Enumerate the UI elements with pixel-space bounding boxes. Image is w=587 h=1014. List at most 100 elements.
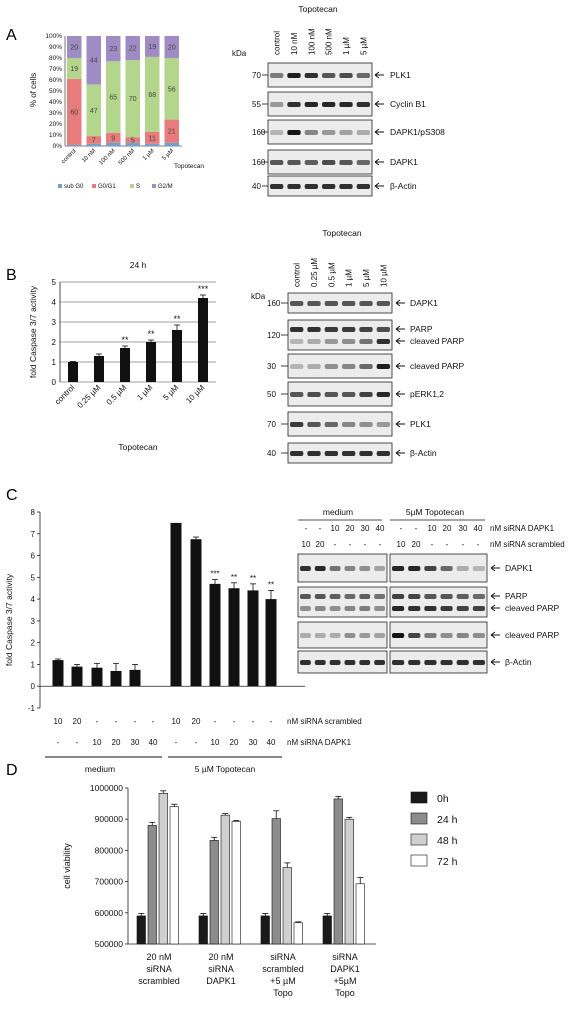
legend-label: 72 h [437, 856, 458, 868]
significance-mark: ** [268, 580, 274, 589]
category-label-line: Topo [335, 988, 355, 998]
legend-label: 48 h [437, 835, 458, 847]
blot-row-band [324, 422, 338, 427]
kda-marker: 55 [252, 100, 261, 109]
row-scrambled-value: 10 [172, 717, 181, 726]
bar [170, 522, 182, 687]
blot-row-band [322, 102, 336, 107]
blot-row-band [307, 301, 321, 306]
blot-row-band [329, 633, 341, 638]
y-tick-label: 10% [49, 132, 62, 139]
legend-swatch [130, 184, 134, 188]
blot-row-cleaved-band [344, 606, 356, 611]
row-dapk1-label: nM siRNA DAPK1 [287, 738, 352, 747]
row-scrambled-value: 10 [397, 540, 406, 549]
panel-a-western-blot: Topotecan kDa control 10 nM 100 nM 500 nM 1 µM… [232, 4, 445, 197]
kda-marker: 70 [252, 71, 261, 80]
category-label-line: +5 µM [270, 976, 295, 986]
y-tick-label: 5 [52, 278, 57, 287]
blot-row-band [359, 422, 373, 427]
row-scrambled-value: 20 [316, 540, 325, 549]
bar [158, 793, 168, 945]
protein-label: cleaved PARP [505, 630, 560, 640]
blot-row-band [300, 594, 311, 599]
bar-segment [125, 36, 140, 61]
blot-row-cleaved-band [359, 339, 373, 344]
bar-segment [145, 131, 160, 144]
legend-label: G2/M [158, 184, 173, 190]
significance-mark: ** [231, 573, 237, 582]
protein-label: DAPK1 [410, 298, 438, 308]
blot-strip [287, 411, 393, 437]
blot-row-band [304, 184, 318, 189]
kda-marker: 40 [252, 182, 261, 191]
blot-row-band [359, 566, 371, 571]
y-tick-label: 4 [52, 298, 57, 307]
row-arrow-head [490, 658, 496, 666]
blot-row-band [376, 392, 390, 397]
blot-row-band [270, 160, 284, 165]
bar [71, 666, 83, 687]
row-dapk1-value: - [195, 738, 198, 747]
row-arrow-head [490, 564, 496, 572]
bar-segment [164, 142, 179, 146]
bar [91, 667, 103, 687]
blot-row-band [342, 392, 356, 397]
y-tick-label: 40% [49, 99, 62, 106]
lane-label: 0.25 µM [310, 258, 319, 287]
row-arrow-head [395, 390, 401, 398]
bar-segment [106, 142, 121, 146]
blot-row-cleaved-band [472, 606, 485, 611]
blot-strip [267, 119, 373, 145]
bar [260, 915, 270, 945]
protein-label: PARP [505, 591, 528, 601]
blot-row-band [270, 102, 284, 107]
blot-row-cleaved-band [307, 339, 321, 344]
category-label-line: +5µM [334, 976, 357, 986]
row-dapk1-value: 20 [346, 524, 355, 533]
blot-row-band [392, 660, 405, 665]
row-dapk1-value: 30 [459, 524, 468, 533]
row-arrow-head [374, 71, 380, 79]
protein-label: cleaved PARP [505, 603, 560, 613]
blot-row-band [307, 327, 321, 332]
data-label: 65 [109, 95, 117, 102]
blot-row-band [307, 392, 321, 397]
protein-label: DAPK1 [390, 157, 418, 167]
blot-row-band [324, 301, 338, 306]
blot-row-cleaved-band [300, 606, 311, 611]
row-scrambled-value: - [349, 540, 352, 549]
blot-strip [389, 650, 488, 674]
blot-row-band [324, 364, 338, 369]
protein-label: pERK1,2 [410, 389, 444, 399]
blot-row-cleaved-band [374, 606, 385, 611]
row-scrambled-value: - [115, 717, 118, 726]
row-dapk1-value: - [415, 524, 418, 533]
blot-row-band [374, 633, 385, 638]
blot-row-band [472, 594, 485, 599]
bar [52, 660, 64, 687]
bar [129, 669, 141, 687]
bar [282, 867, 292, 945]
row-dapk1-value: 40 [149, 738, 158, 747]
blot-strip [297, 621, 388, 649]
group-label: 5µM Topotecan [406, 507, 464, 517]
y-tick-label: 80% [49, 55, 62, 62]
protein-label: β-Actin [390, 181, 417, 191]
blot-row-band [424, 594, 437, 599]
bar [228, 588, 240, 687]
lane-label: 5 µM [359, 37, 368, 55]
blot-row-band [339, 102, 353, 107]
blot-row-band [356, 130, 370, 135]
blot-row-band [329, 660, 341, 665]
kda-unit: kDa [232, 49, 247, 58]
kda-marker: 160 [267, 299, 281, 308]
row-scrambled-value: - [431, 540, 434, 549]
bar-segment [164, 58, 179, 120]
bar [355, 883, 365, 945]
row-dapk1-value: 40 [376, 524, 385, 533]
blot-row-band [456, 566, 469, 571]
blot-row-band [359, 392, 373, 397]
y-tick-label: 800000 [95, 845, 124, 855]
category-label-line: scrambled [138, 976, 180, 986]
